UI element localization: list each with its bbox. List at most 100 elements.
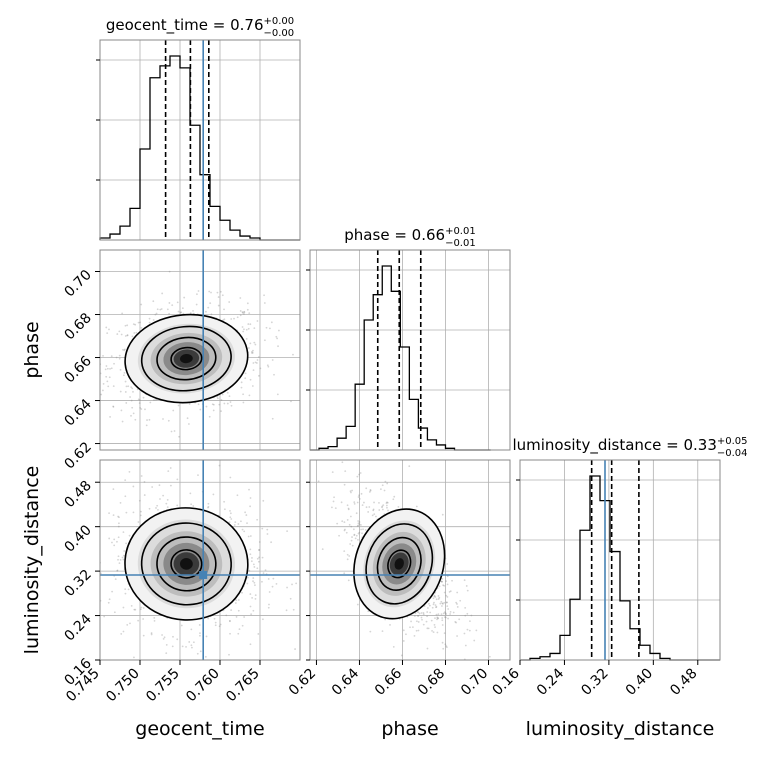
scatter-point (409, 626, 411, 629)
scatter-point (428, 602, 430, 605)
scatter-point (162, 637, 165, 640)
scatter-point (367, 511, 370, 513)
scatter-point (217, 296, 220, 298)
x-tick-label: 0.48 (667, 666, 700, 699)
scatter-point (258, 556, 260, 559)
scatter-point (378, 509, 381, 511)
scatter-point (463, 579, 466, 582)
scatter-point (236, 494, 239, 497)
scatter-point (238, 628, 241, 631)
scatter-point (348, 523, 351, 526)
scatter-point (170, 430, 173, 433)
scatter-point (415, 666, 417, 668)
scatter-point (249, 505, 251, 508)
scatter-point (256, 359, 259, 361)
scatter-point (266, 533, 269, 535)
scatter-point (338, 534, 340, 537)
scatter-point (449, 590, 452, 592)
title-lower-err: −0.04 (717, 448, 748, 459)
scatter-point (162, 494, 165, 497)
scatter-point (251, 385, 254, 387)
scatter-point (357, 538, 359, 541)
scatter-point (118, 516, 120, 519)
scatter-point (108, 328, 110, 331)
scatter-point (442, 612, 445, 615)
scatter-point (452, 611, 455, 614)
scatter-point (123, 371, 126, 374)
scatter-point (466, 589, 469, 592)
scatter-point (176, 478, 179, 481)
x-tick-label: 0.64 (329, 665, 362, 698)
scatter-point (225, 614, 228, 617)
scatter-point (369, 630, 372, 633)
scatter-point (116, 569, 119, 572)
scatter-point (150, 632, 153, 634)
scatter-point (126, 334, 129, 337)
scatter-point (346, 553, 349, 556)
scatter-point (119, 501, 122, 504)
scatter-point (417, 615, 419, 617)
scatter-point (372, 508, 375, 511)
scatter-point (440, 580, 443, 583)
scatter-point (124, 335, 127, 337)
contour-line (353, 508, 446, 620)
scatter-point (192, 309, 194, 312)
histogram-step-geocent_time (99, 55, 300, 241)
y-tick-label: 0.70 (61, 267, 94, 300)
scatter-point (441, 513, 444, 516)
scatter-point (439, 602, 442, 605)
scatter-point (440, 613, 443, 615)
scatter-point (102, 389, 104, 392)
scatter-point (125, 402, 128, 404)
scatter-point (292, 353, 294, 356)
scatter-point (336, 522, 339, 525)
scatter-point (369, 489, 372, 492)
scatter-point (410, 620, 412, 623)
scatter-point (444, 612, 447, 615)
scatter-point (109, 367, 111, 370)
scatter-point (358, 521, 361, 523)
scatter-point (427, 607, 429, 609)
scatter-point (256, 567, 259, 570)
scatter-point (137, 619, 140, 622)
scatter-point (437, 598, 440, 600)
scatter-point (417, 621, 420, 623)
scatter-point (153, 619, 156, 622)
scatter-point (341, 461, 344, 464)
scatter-point (249, 548, 252, 551)
scatter-point (253, 327, 256, 330)
scatter-point (229, 401, 232, 403)
scatter-point (411, 626, 414, 629)
scatter-point (381, 630, 384, 633)
scatter-point (168, 270, 171, 273)
scatter-point (130, 399, 133, 402)
scatter-point (441, 577, 444, 580)
scatter-point (246, 522, 248, 525)
scatter-point (272, 577, 275, 580)
scatter-point (229, 512, 232, 515)
scatter-point (155, 398, 157, 401)
scatter-point (239, 314, 242, 317)
scatter-point (153, 399, 155, 401)
title-main: luminosity_distance = 0.33 (512, 436, 716, 455)
scatter-point (236, 316, 239, 319)
scatter-point (249, 643, 252, 646)
scatter-point (432, 631, 435, 634)
scatter-point (139, 514, 142, 517)
scatter-point (252, 362, 255, 364)
title-upper-err: +0.00 (264, 16, 295, 27)
scatter-point (463, 632, 466, 635)
scatter-point (130, 386, 133, 389)
scatter-point (256, 320, 259, 322)
scatter-point (426, 611, 429, 613)
scatter-point (91, 557, 93, 559)
scatter-point (102, 354, 104, 357)
hist-title-geocent_time: geocent_time = 0.76+0.00 (106, 16, 294, 35)
scatter-point (156, 308, 159, 311)
scatter-point (381, 505, 384, 508)
scatter-point (363, 501, 365, 504)
scatter-point (258, 548, 261, 551)
scatter-point (262, 499, 265, 502)
scatter-point (248, 569, 251, 572)
scatter-point (443, 632, 446, 635)
